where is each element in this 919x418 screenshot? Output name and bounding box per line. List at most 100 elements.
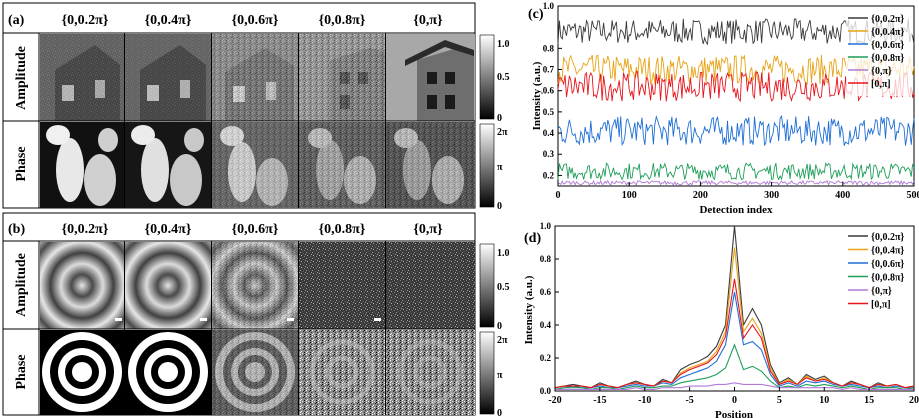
panel-d-ytick-label: 0.6 bbox=[540, 287, 552, 297]
panel-b-amplitude-colorbar: 1.0 0.5 0 bbox=[479, 243, 510, 332]
panel-c-ytick-label: 0.5 bbox=[543, 107, 555, 117]
panel-c-xtick-label: 400 bbox=[835, 190, 850, 201]
panel-d-ylabel: Intensity (a.u.) bbox=[523, 275, 535, 344]
panel-d-legend-label: {0,0.2π} bbox=[871, 232, 904, 243]
panel-d-legend-label: {0,π} bbox=[871, 286, 892, 297]
panel-d-legend-label: {0,0.8π} bbox=[871, 273, 904, 284]
panel-d-xtick-label: 10 bbox=[819, 395, 829, 406]
panel-c-ytick-label: 0.3 bbox=[543, 149, 555, 159]
panel-d-series-line bbox=[555, 382, 914, 390]
rings-phase-4 bbox=[299, 330, 385, 415]
panel-c-legend-label: {0,π} bbox=[871, 66, 892, 77]
panel-c-ytick-label: 0.8 bbox=[543, 43, 555, 53]
panel-c-series-line bbox=[557, 114, 915, 147]
svg-text:1.0: 1.0 bbox=[497, 39, 510, 50]
rings-phase-1 bbox=[40, 330, 124, 415]
panel-d-ticks: -20 -15 -10 -5 0 5 10 15 20 0.0 0.2 0.4 0.6 0.8 1.0 bbox=[540, 221, 919, 406]
panel-c-ticks: 0 100 200 300 400 500 0.2 0.3 0.4 0.5 0.6 0.7 0.8 1.0 bbox=[543, 1, 919, 201]
panel-d-ytick-label: 1.0 bbox=[540, 221, 552, 231]
panel-d-xtick-label: -15 bbox=[593, 395, 606, 406]
svg-text:0.5: 0.5 bbox=[497, 282, 510, 293]
rings-phase-5 bbox=[386, 330, 475, 415]
panel-a-col-2: {0,0.4π} bbox=[145, 13, 192, 28]
panel-c-ytick-label: 0.2 bbox=[543, 170, 555, 180]
panel-d-legend-label: [0,π] bbox=[871, 300, 891, 311]
panel-c-xtick-label: 100 bbox=[622, 190, 637, 201]
house-image-1 bbox=[40, 34, 124, 121]
panel-b-row-amplitude: Amplitude bbox=[14, 253, 29, 317]
panel-a-letter: (a) bbox=[8, 13, 25, 28]
panel-b-col-1: {0,0.2π} bbox=[62, 222, 109, 237]
rings-amplitude-1 bbox=[40, 242, 124, 329]
svg-text:π: π bbox=[497, 162, 503, 173]
svg-text:1.0: 1.0 bbox=[497, 248, 510, 259]
panel-c-ylabel: Intensity (a.u.) bbox=[531, 61, 543, 130]
panel-c-legend-label: {0,0.2π} bbox=[871, 14, 904, 25]
panel-b-amplitude-images bbox=[40, 242, 475, 329]
panel-d-letter: (d) bbox=[524, 231, 541, 246]
rings-phase-3 bbox=[212, 330, 298, 415]
panel-a-row-phase: Phase bbox=[14, 147, 29, 182]
panel-c-legend-label: [0,π] bbox=[871, 79, 891, 90]
svg-text:2π: 2π bbox=[497, 335, 508, 346]
panel-d-ytick-label: 0.0 bbox=[540, 386, 552, 396]
panel-d-xtick-label: 0 bbox=[732, 395, 737, 406]
panel-c-letter: (c) bbox=[528, 7, 544, 22]
svg-text:0: 0 bbox=[497, 408, 502, 418]
svg-text:2π: 2π bbox=[497, 127, 508, 138]
panel-a: (a) {0,0.2π} {0,0.4π} {0,0.6π} {0,0.8π} … bbox=[2, 2, 510, 212]
panel-d-xtick-label: -10 bbox=[638, 395, 651, 406]
noise-amplitude-4 bbox=[299, 242, 385, 329]
panel-a-row-amplitude: Amplitude bbox=[14, 46, 29, 110]
panel-d-plot-frame bbox=[554, 225, 915, 392]
house-image-5 bbox=[386, 34, 475, 121]
panel-b-letter: (b) bbox=[8, 222, 25, 237]
panel-c-series-line bbox=[557, 179, 915, 187]
panel-d-xtick-label: 20 bbox=[909, 395, 919, 406]
panel-d-legend: {0,0.2π} {0,0.4π} {0,0.6π} {0,0.8π} {0,π} [0,… bbox=[848, 232, 904, 311]
svg-text:0.5: 0.5 bbox=[497, 72, 510, 83]
panel-d-legend-label: {0,0.4π} bbox=[871, 246, 904, 257]
panel-d-xtick-label: -20 bbox=[548, 395, 561, 406]
panel-c-ytick-label: 0.6 bbox=[543, 86, 555, 96]
panel-a-col-3: {0,0.6π} bbox=[232, 13, 279, 28]
scale-bar bbox=[115, 318, 122, 321]
panel-b-col-3: {0,0.6π} bbox=[232, 222, 279, 237]
panel-b-phase-images bbox=[40, 330, 475, 415]
svg-text:π: π bbox=[497, 370, 503, 381]
panel-c-legend: {0,0.2π} {0,0.4π} {0,0.6π} {0,0.8π} {0,π} [0,… bbox=[846, 12, 912, 96]
panel-c-ytick-label: 0.4 bbox=[543, 128, 555, 138]
rings-phase-2 bbox=[125, 330, 211, 415]
svg-text:0: 0 bbox=[497, 201, 502, 212]
panel-b-col-4: {0,0.8π} bbox=[319, 222, 366, 237]
panel-d-xlabel: Position bbox=[715, 409, 753, 418]
panel-d: (d) -20 -15 -10 -5 0 5 10 15 20 0.0 0.2 0.4 0.6 0.8 1.… bbox=[523, 221, 919, 418]
panel-a-amplitude-images bbox=[40, 34, 475, 121]
panel-c-xtick-label: 500 bbox=[907, 190, 919, 201]
house-image-2 bbox=[125, 34, 211, 121]
panel-c-ytick-label: 1.0 bbox=[543, 1, 555, 11]
panel-c-xlabel: Detection index bbox=[699, 204, 773, 216]
noise-amplitude-5 bbox=[386, 242, 475, 329]
house-image-3 bbox=[212, 34, 298, 121]
panel-d-xtick-label: -5 bbox=[685, 395, 693, 406]
panel-b-phase-colorbar: 2π π 0 bbox=[479, 331, 508, 418]
panel-a-phase-colorbar: 2π π 0 bbox=[479, 123, 508, 212]
panel-d-xtick-label: 5 bbox=[777, 395, 782, 406]
panel-c-xtick-label: 200 bbox=[693, 190, 708, 201]
svg-text:0: 0 bbox=[497, 113, 502, 124]
panel-d-legend-label: {0,0.6π} bbox=[871, 259, 904, 270]
scale-bar bbox=[200, 318, 207, 321]
panel-c-legend-label: {0,0.8π} bbox=[871, 53, 904, 64]
pepper-image-4 bbox=[299, 122, 385, 208]
panel-c-legend-label: {0,0.4π} bbox=[871, 27, 904, 38]
rings-amplitude-3 bbox=[212, 242, 298, 329]
rings-amplitude-2 bbox=[125, 242, 211, 329]
pepper-image-3 bbox=[212, 122, 298, 208]
panel-b: (b) {0,0.2π} {0,0.4π} {0,0.6π} {0,0.8π} … bbox=[2, 212, 510, 418]
panel-c-legend-label: {0,0.6π} bbox=[871, 40, 904, 51]
scale-bar bbox=[287, 318, 294, 321]
panel-b-row-phase: Phase bbox=[14, 355, 29, 390]
panel-c-ytick-label: 0.7 bbox=[543, 65, 555, 75]
